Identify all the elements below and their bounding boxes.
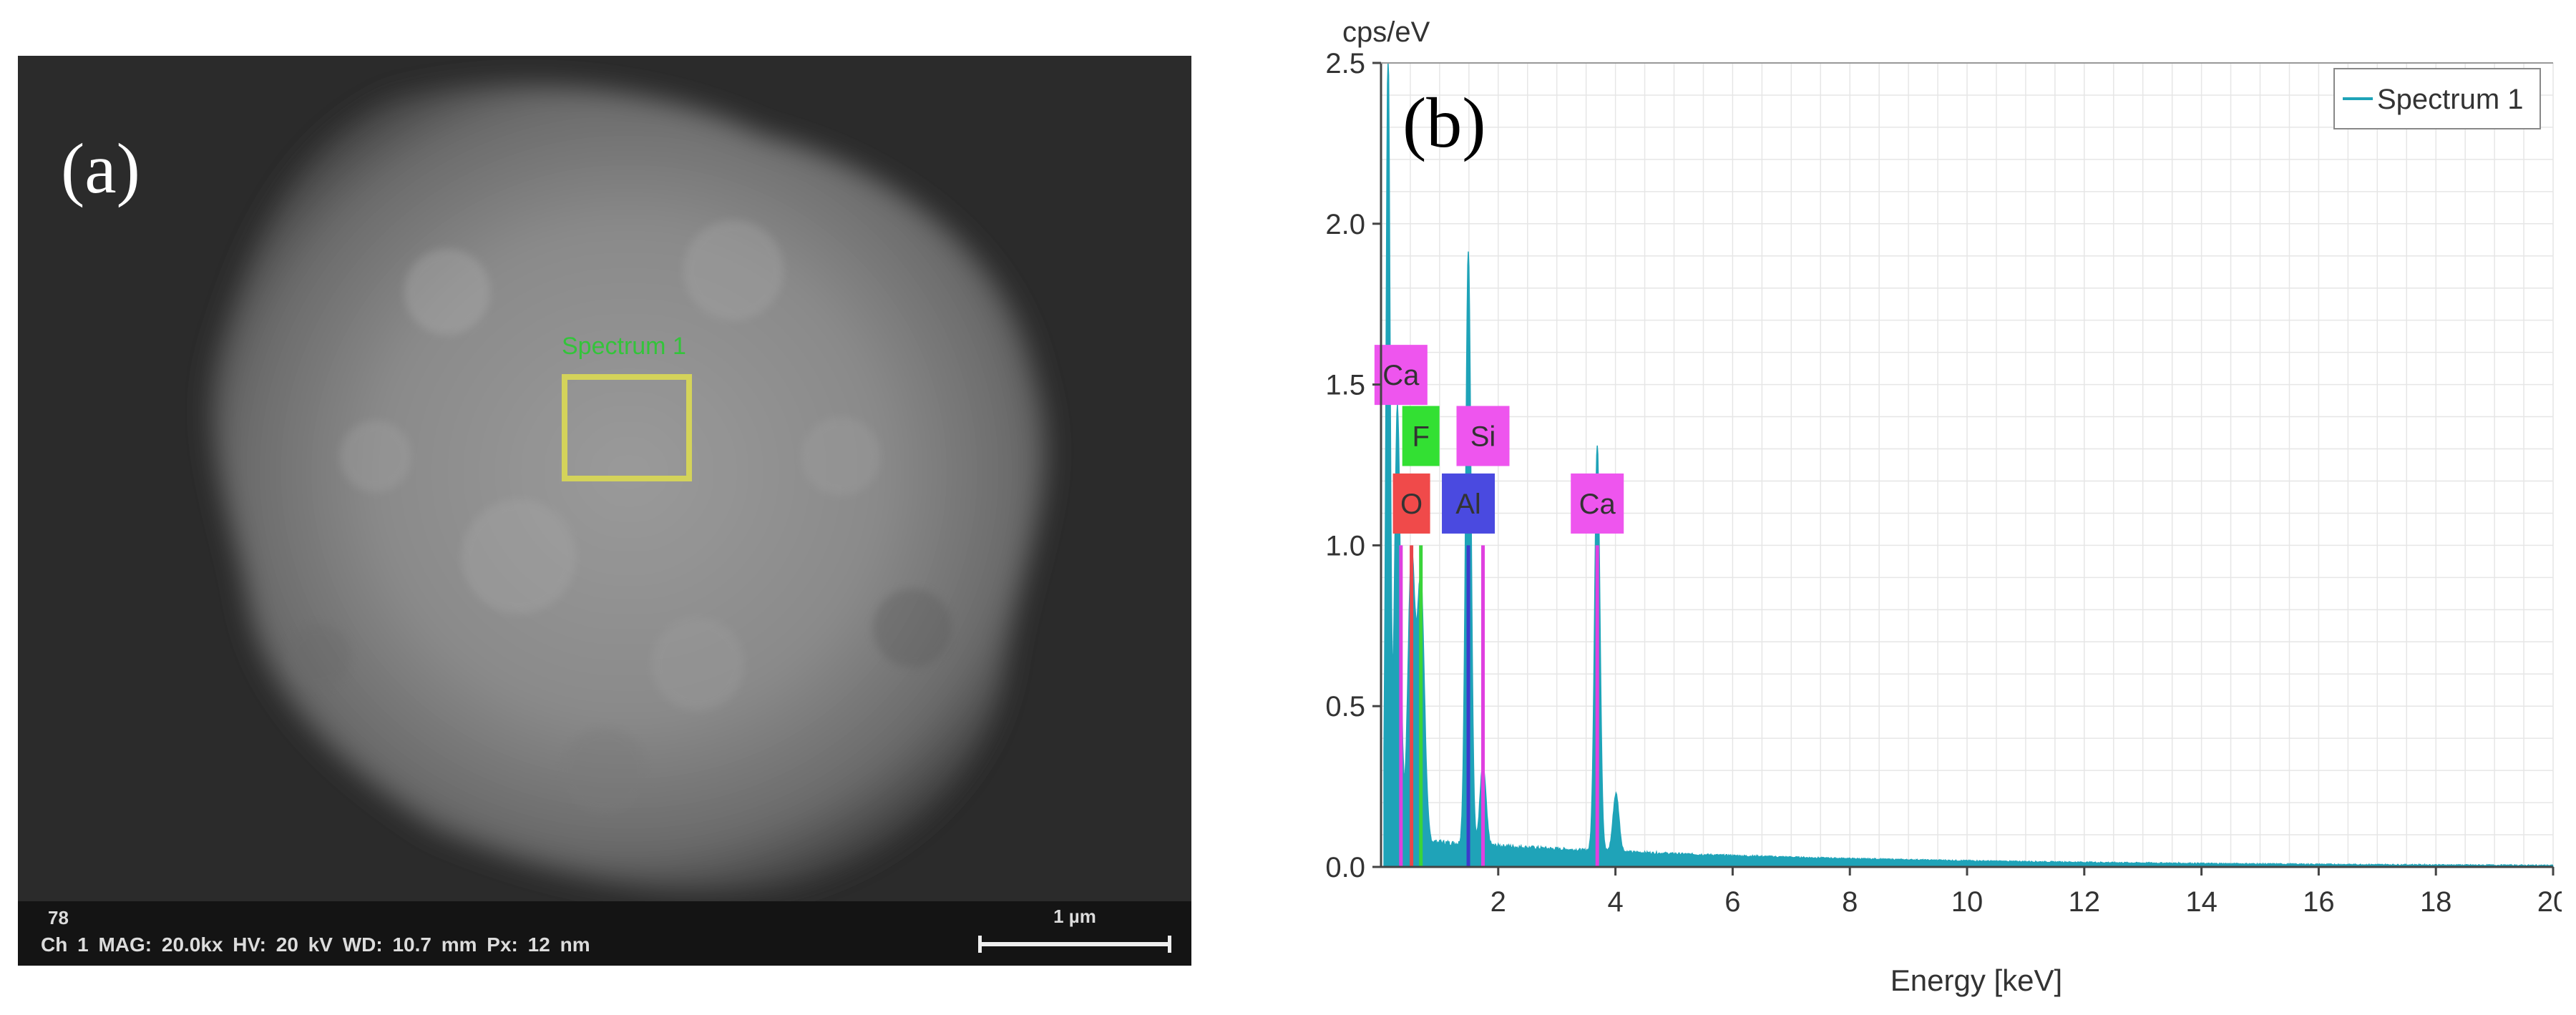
legend-entry: Spectrum 1 xyxy=(2377,84,2524,115)
element-box-si xyxy=(1456,406,1510,466)
y-tick-label: 0.5 xyxy=(1325,691,1365,722)
x-tick-label: 14 xyxy=(2185,886,2218,918)
acquisition-params: Ch 1 MAG: 20.0kx HV: 20 kV WD: 10.7 mm P… xyxy=(41,933,590,956)
spectrum-series xyxy=(1383,62,2555,868)
element-box-o xyxy=(1392,473,1430,534)
x-axis-label: Energy [keV] xyxy=(1890,963,2062,997)
legend: Spectrum 1 xyxy=(2333,68,2541,129)
image-id: 78 xyxy=(48,907,69,928)
element-box-ca xyxy=(1374,345,1428,406)
x-tick-label: 4 xyxy=(1607,886,1623,918)
element-lines xyxy=(1399,545,1599,867)
element-label-ca: Ca xyxy=(1382,360,1420,391)
element-box-f xyxy=(1402,406,1440,466)
element-box-al xyxy=(1442,473,1496,534)
y-tick-label: 0.0 xyxy=(1325,852,1365,883)
y-tick-label: 2.5 xyxy=(1325,48,1365,79)
scale-bar xyxy=(978,936,1171,953)
roi-label: Spectrum 1 xyxy=(562,333,686,360)
x-tick-label: 16 xyxy=(2303,886,2335,918)
chart-ticks: 2 4 6 8 10 12 14 16 18 20 0.0 0.5 1.0 1.5 2.0 2.5 xyxy=(1325,48,2562,918)
y-axis-label: cps/eV xyxy=(1342,16,1430,48)
sem-particle-image xyxy=(18,56,1191,966)
y-tick-label: 2.0 xyxy=(1325,209,1365,240)
panel-b-label: (b) xyxy=(1402,83,1486,162)
sem-image-panel: (a) Spectrum 1 78 Ch 1 MAG: 20.0kx HV: 2… xyxy=(18,56,1191,966)
element-label-f: F xyxy=(1412,421,1429,453)
x-tick-label: 20 xyxy=(2537,886,2562,918)
chart-grid xyxy=(1380,62,2554,868)
element-label-ca: Ca xyxy=(1579,489,1616,520)
x-tick-label: 6 xyxy=(1724,886,1740,918)
element-box-ca xyxy=(1571,473,1624,534)
x-tick-label: 12 xyxy=(2069,886,2101,918)
y-tick-label: 1.5 xyxy=(1325,370,1365,401)
y-tick-label: 1.0 xyxy=(1325,530,1365,562)
x-tick-label: 2 xyxy=(1491,886,1506,918)
spectrum-1-area xyxy=(1383,62,2555,868)
scale-bar-label: 1 µm xyxy=(1053,906,1096,927)
x-tick-label: 8 xyxy=(1842,886,1858,918)
element-label-si: Si xyxy=(1470,421,1496,453)
sem-info-bar: 78 Ch 1 MAG: 20.0kx HV: 20 kV WD: 10.7 m… xyxy=(18,901,1191,966)
element-labels: O F Ca Al Si Ca xyxy=(1374,345,1624,534)
element-label-al: Al xyxy=(1455,489,1481,520)
roi-box xyxy=(562,374,692,481)
x-tick-label: 18 xyxy=(2420,886,2452,918)
panel-a-label: (a) xyxy=(61,129,140,208)
x-tick-label: 10 xyxy=(1951,886,1984,918)
element-label-o: O xyxy=(1400,489,1423,520)
